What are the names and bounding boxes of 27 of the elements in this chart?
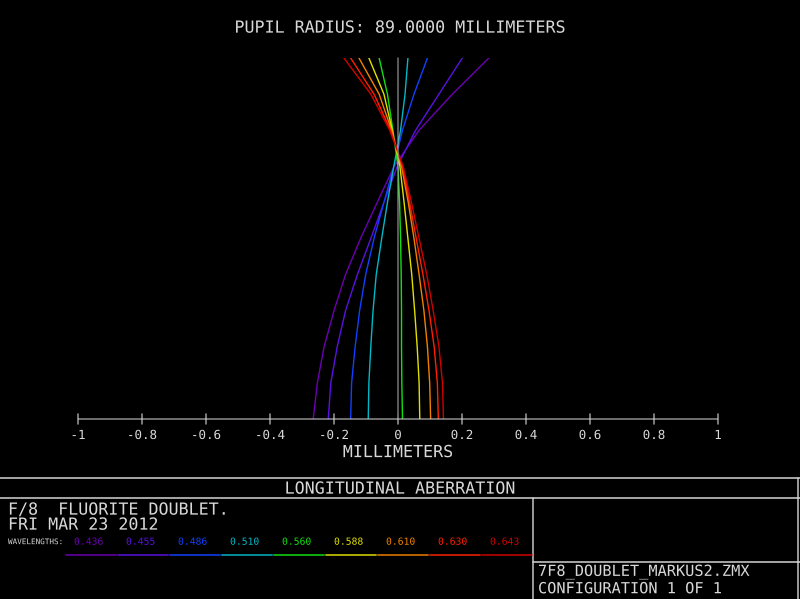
x-tick-label: 0.8 [644, 430, 664, 440]
x-axis-title: MILLIMETERS [344, 444, 452, 458]
text: 0.643 [490, 537, 519, 545]
x-tick-label: 0.4 [516, 430, 537, 440]
x-tick-label: -0.2 [321, 430, 348, 440]
text: 0.510 [230, 537, 259, 545]
x-tick-label: 0.6 [580, 430, 600, 440]
x-tick-label: -0.6 [193, 430, 220, 440]
text: 0.436 [74, 537, 103, 545]
text: F/8 FLUORITE DOUBLET. [10, 502, 225, 516]
text: 0.588 [334, 537, 363, 545]
x-tick-label: -1 [72, 430, 85, 439]
text: 0.455 [126, 537, 154, 545]
x-tick-label: 0 [395, 430, 401, 440]
x-tick-label: 0.2 [452, 430, 472, 440]
text: CONFIGURATION 1 OF 1 [539, 582, 721, 594]
text: 0.560 [282, 537, 311, 545]
text: 0.486 [178, 537, 207, 545]
text: 7F8_DOUBLET_MARKUS2.ZMX [539, 564, 750, 580]
text: LONGITUDINAL ABERRATION [286, 481, 514, 494]
x-tick-label: -0.8 [129, 430, 156, 440]
x-tick-label: 1 [716, 430, 721, 439]
text: FRI MAR 23 2012 [10, 517, 158, 530]
chart-title: PUPIL RADIUS: 89.0000 MILLIMETERS [236, 20, 564, 33]
text: 0.630 [438, 537, 467, 545]
text: 0.610 [386, 537, 415, 545]
x-tick-label: -0.4 [257, 430, 284, 440]
